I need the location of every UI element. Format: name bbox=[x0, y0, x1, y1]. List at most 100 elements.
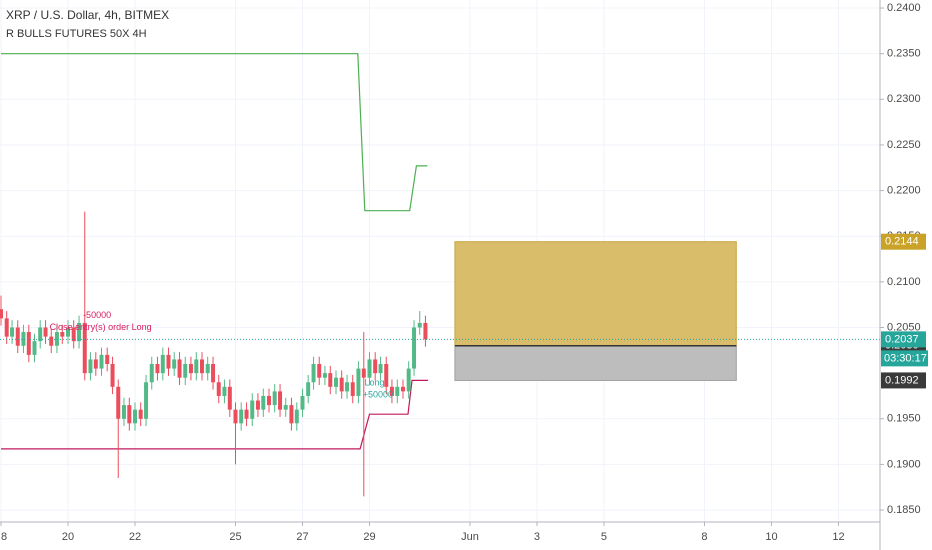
candle-body bbox=[216, 382, 221, 396]
candle-body bbox=[255, 400, 260, 410]
candle-body bbox=[233, 409, 238, 424]
candle-body bbox=[15, 327, 20, 346]
candle-body bbox=[423, 322, 428, 340]
candle-body bbox=[82, 322, 87, 374]
candle-body bbox=[378, 364, 383, 374]
candle-body bbox=[306, 382, 311, 396]
candle-body bbox=[71, 327, 76, 342]
x-tick-label: 10 bbox=[765, 531, 777, 543]
candle-body bbox=[367, 359, 372, 378]
x-tick-label: 8 bbox=[701, 531, 707, 543]
candle-body bbox=[160, 354, 165, 374]
candle-body bbox=[373, 359, 378, 374]
x-tick-label: 27 bbox=[296, 531, 308, 543]
x-tick-label: 29 bbox=[363, 531, 375, 543]
candle-body bbox=[227, 386, 232, 410]
y-tick-label: 0.1900 bbox=[887, 458, 921, 470]
candle-body bbox=[317, 364, 322, 378]
candle-body bbox=[278, 391, 283, 410]
candle-body bbox=[88, 359, 93, 374]
candle-body bbox=[328, 373, 333, 387]
candle-body bbox=[105, 354, 110, 365]
countdown: 03:30:17 bbox=[884, 352, 927, 364]
last-price-tag-bg bbox=[881, 331, 926, 348]
x-tick-label: 25 bbox=[229, 531, 241, 543]
candle-body bbox=[166, 354, 171, 369]
x-tick-label: 12 bbox=[832, 531, 844, 543]
x-tick-label: 8 bbox=[1, 531, 7, 543]
stop-tag: 0.1992 bbox=[885, 374, 919, 386]
candle-body bbox=[99, 354, 104, 369]
candle-body bbox=[205, 364, 210, 374]
candle-body bbox=[110, 364, 115, 387]
candle-body bbox=[261, 395, 266, 410]
x-tick-label: 20 bbox=[62, 531, 74, 543]
candle-body bbox=[21, 332, 26, 346]
candle-body bbox=[244, 409, 249, 419]
candle-body bbox=[121, 405, 126, 419]
candle-body bbox=[155, 364, 160, 374]
x-tick-label: 3 bbox=[534, 531, 540, 543]
candle-body bbox=[188, 364, 193, 374]
axes: 0.24000.23500.23000.22500.22000.21500.21… bbox=[0, 2, 928, 543]
candle-body bbox=[183, 364, 188, 378]
stop-tag-bg bbox=[881, 372, 926, 389]
candle-body bbox=[222, 386, 227, 396]
x-tick-label: 5 bbox=[601, 531, 607, 543]
price-axis bbox=[880, 0, 932, 550]
candle-body bbox=[38, 327, 43, 342]
candle-body bbox=[345, 382, 350, 392]
trade-annotation: +50000 bbox=[363, 389, 393, 399]
candle-body bbox=[54, 332, 59, 346]
candle-body bbox=[149, 364, 154, 383]
candle-body bbox=[194, 359, 199, 374]
y-tick-label: 0.2200 bbox=[887, 184, 921, 196]
x-tick-label: Jun bbox=[461, 531, 479, 543]
candle-body bbox=[4, 318, 9, 337]
candle-body bbox=[116, 386, 121, 419]
candle-body bbox=[66, 327, 71, 337]
candle-body bbox=[177, 359, 182, 378]
candle-body bbox=[417, 322, 422, 328]
candle-body bbox=[239, 409, 244, 424]
candle-body bbox=[311, 364, 316, 383]
last-price-tag: 0.2037 bbox=[885, 333, 919, 345]
y-tick-label: 0.1850 bbox=[887, 504, 921, 516]
candle-body bbox=[300, 395, 305, 410]
loss-zone bbox=[454, 345, 737, 381]
candle-body bbox=[400, 386, 405, 392]
candle-body bbox=[266, 395, 271, 406]
candle-body bbox=[272, 391, 277, 406]
candle-body bbox=[0, 309, 4, 319]
candle-body bbox=[127, 405, 132, 424]
target-tag: 0.2144 bbox=[885, 236, 919, 248]
candle-body bbox=[389, 386, 394, 396]
candle-body bbox=[361, 368, 366, 378]
candle-body bbox=[93, 359, 98, 369]
candle-body bbox=[60, 332, 65, 337]
candle-body bbox=[350, 382, 355, 396]
plot: -50000 Close entry(s) order Long Long+5000… bbox=[0, 53, 880, 497]
trade-annotation: Long bbox=[364, 378, 384, 388]
target-tag-bg bbox=[881, 233, 926, 250]
candle-body bbox=[283, 405, 288, 410]
trade-annotation: Close entry(s) order Long bbox=[50, 322, 152, 332]
y-tick-label: 0.2400 bbox=[887, 2, 921, 14]
profit-zone bbox=[454, 241, 737, 347]
y-tick-label: 0.2100 bbox=[887, 276, 921, 288]
candle-body bbox=[333, 377, 338, 387]
y-tick-label: 0.2250 bbox=[887, 139, 921, 151]
y-tick-label: 0.1950 bbox=[887, 413, 921, 425]
countdown-bg bbox=[881, 350, 928, 367]
candle-body bbox=[395, 386, 400, 396]
candle-body bbox=[384, 364, 389, 387]
candle-body bbox=[412, 327, 417, 369]
candle-body bbox=[10, 327, 15, 337]
candle-body bbox=[322, 373, 327, 378]
indicator-line bbox=[1, 53, 428, 212]
candle-body bbox=[132, 409, 137, 424]
candle-body bbox=[211, 364, 216, 383]
candle-body bbox=[406, 368, 411, 392]
y-tick-label: 0.2050 bbox=[887, 321, 921, 333]
